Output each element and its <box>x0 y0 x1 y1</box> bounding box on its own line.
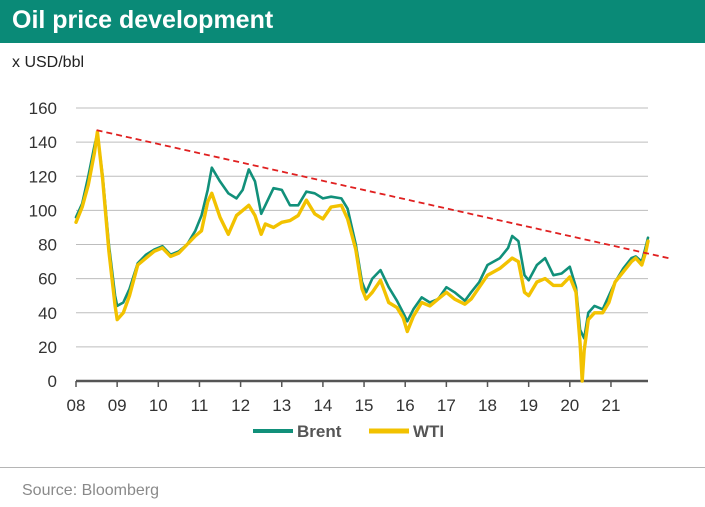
y-tick-label: 160 <box>29 99 57 118</box>
x-tick-label: 15 <box>355 396 374 415</box>
x-tick-label: 19 <box>519 396 538 415</box>
y-tick-label: 100 <box>29 201 57 220</box>
trend-layer <box>96 129 669 260</box>
y-tick-label: 60 <box>38 270 57 289</box>
source-note: Source: Bloomberg <box>22 482 159 499</box>
y-tick-label: 140 <box>29 133 57 152</box>
x-tick-label: 13 <box>272 396 291 415</box>
x-tick-label: 09 <box>108 396 127 415</box>
y-axis-ticks: 0 20 40 60 80 100 120 140 160 <box>29 99 57 391</box>
x-tick-label: 08 <box>67 396 86 415</box>
x-tick-label: 12 <box>231 396 250 415</box>
legend: Brent WTI <box>253 422 444 441</box>
x-tick-label: 14 <box>313 396 332 415</box>
x-tick-label: 20 <box>560 396 579 415</box>
x-axis-ticks: 08 09 10 11 12 13 14 15 16 17 18 19 20 21 <box>67 379 648 415</box>
y-tick-label: 120 <box>29 167 57 186</box>
legend-label-brent: Brent <box>297 422 342 441</box>
series-line-wti <box>74 130 650 383</box>
oil-price-chart: 0 20 40 60 80 100 120 140 160 08 09 10 11 12 13 14 15 16… <box>29 99 669 441</box>
x-tick-label: 10 <box>149 396 168 415</box>
x-tick-label: 16 <box>396 396 415 415</box>
trend-line <box>96 129 669 260</box>
series-line-brent <box>74 132 650 340</box>
x-tick-label: 11 <box>191 396 209 415</box>
series-lines <box>74 130 650 383</box>
y-axis-unit-label: x USD/bbl <box>12 54 85 71</box>
y-tick-label: 20 <box>38 338 57 357</box>
y-tick-label: 40 <box>38 304 57 323</box>
grid-lines <box>76 107 648 348</box>
page-title: Oil price development <box>12 6 274 34</box>
footer-divider <box>0 467 705 468</box>
x-tick-label: 18 <box>478 396 497 415</box>
y-tick-label: 80 <box>38 236 57 255</box>
x-tick-label: 21 <box>602 396 621 415</box>
title-bar: Oil price development <box>0 0 705 43</box>
y-tick-label: 0 <box>48 372 57 391</box>
x-tick-label: 17 <box>437 396 456 415</box>
legend-label-wti: WTI <box>413 422 444 441</box>
